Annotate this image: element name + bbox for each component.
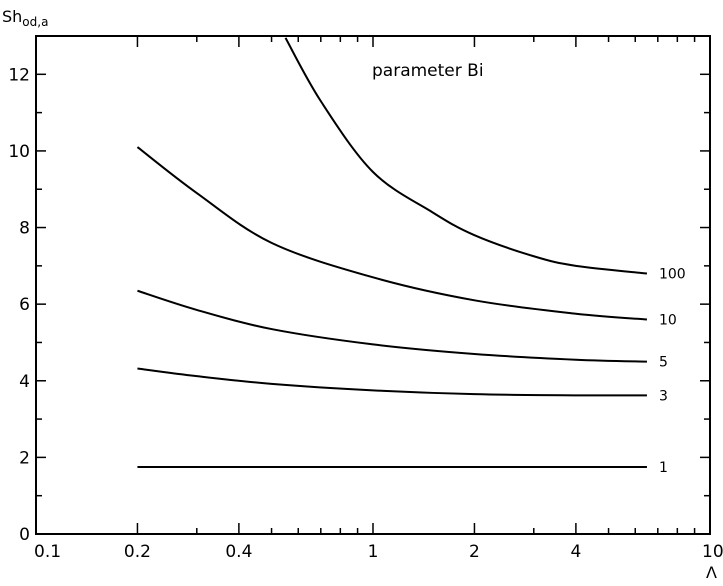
- y-axis-label-main: Sh: [2, 7, 22, 26]
- x-tick-label: 2: [469, 542, 480, 562]
- series-label-bi-1: 1: [659, 460, 668, 476]
- y-tick-label: 12: [8, 65, 30, 85]
- series-line-bi-100: [284, 37, 648, 275]
- y-tick-label: 6: [19, 295, 30, 315]
- series-line-bi-3: [137, 367, 647, 397]
- y-axis-label: Shod,a: [2, 7, 48, 29]
- x-tick-label: 10: [702, 542, 723, 562]
- series-label-bi-10: 10: [659, 312, 677, 328]
- y-tick-label: 8: [19, 219, 30, 239]
- x-tick-label: 0.2: [124, 542, 151, 562]
- series-label-bi-3: 3: [659, 388, 668, 404]
- series-line-bi-5: [137, 289, 647, 363]
- ticks-layer: [35, 35, 710, 535]
- chart-title: parameter Bi: [372, 61, 484, 81]
- series-label-bi-100: 100: [659, 267, 686, 283]
- y-tick-label: 10: [8, 142, 30, 162]
- x-tick-label: 0.1: [34, 542, 61, 562]
- x-axis-label-bottom: Λ: [706, 563, 717, 581]
- x-tick-label: 0.4: [225, 542, 252, 562]
- series-label-bi-5: 5: [659, 355, 668, 371]
- y-tick-label: 4: [19, 372, 30, 392]
- x-tick-label: 1: [368, 542, 379, 562]
- y-tick-label: 0: [19, 525, 30, 545]
- y-axis-label-sub: od,a: [22, 15, 48, 29]
- plot-frame: [35, 35, 711, 535]
- series-line-bi-10: [136, 146, 648, 321]
- x-tick-label: 4: [570, 542, 581, 562]
- y-tick-label: 2: [19, 448, 30, 468]
- curves-layer: [136, 37, 648, 468]
